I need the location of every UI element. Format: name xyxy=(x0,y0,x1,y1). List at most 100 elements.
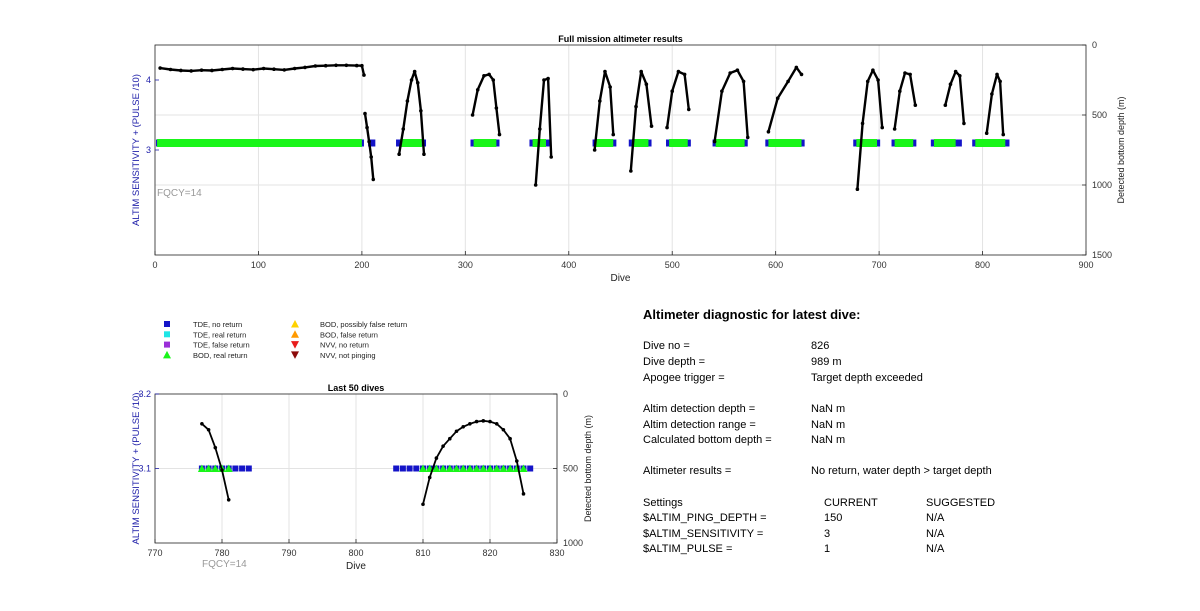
legend-label: BOD, real return xyxy=(193,351,248,360)
diag-row-bottom-depth: Calculated bottom depth = NaN m xyxy=(643,434,1163,448)
bottom-depth-point xyxy=(799,72,804,77)
bottom-depth-point xyxy=(468,422,472,426)
y-right-axis-label: Detected bottom depth (m) xyxy=(583,415,593,522)
bottom-depth-point xyxy=(995,72,999,77)
bottom-depth-point xyxy=(538,127,542,131)
bottom-depth-point xyxy=(363,111,367,116)
bottom-depth-point xyxy=(441,444,445,448)
bottom-depth-point xyxy=(948,82,953,86)
fqcy-annotation: FQCY=14 xyxy=(157,188,202,199)
bod-real-return-marker xyxy=(894,139,914,147)
bottom-depth-line xyxy=(593,70,615,151)
setting-name: $ALTIM_PULSE = xyxy=(643,543,733,555)
bottom-depth-point xyxy=(292,66,297,71)
chart-title: Full mission altimeter results xyxy=(558,34,683,44)
y-right-tick-label: 500 xyxy=(1092,110,1107,120)
bottom-depth-point xyxy=(461,424,466,429)
bottom-depth-point xyxy=(323,63,328,68)
bottom-depth-point xyxy=(365,125,369,130)
setting-current: 1 xyxy=(824,543,831,555)
bottom-depth-point xyxy=(213,445,218,450)
bottom-depth-point xyxy=(913,103,918,107)
bottom-depth-point xyxy=(397,152,401,156)
chart-title: Last 50 dives xyxy=(328,383,385,393)
legend-label: NVV, no return xyxy=(320,341,369,350)
bottom-depth-line xyxy=(856,68,884,190)
legend-label: TDE, false return xyxy=(193,341,250,350)
bottom-depth-point xyxy=(494,422,499,426)
legend-label: NVV, not pinging xyxy=(320,351,376,360)
y-left-tick-label: 3.1 xyxy=(138,464,151,474)
bottom-depth-point xyxy=(682,72,687,77)
legend-marker xyxy=(291,341,299,349)
bottom-depth-point xyxy=(261,66,266,71)
setting-suggested: N/A xyxy=(926,512,945,524)
bottom-depth-point xyxy=(990,92,994,96)
bottom-depth-point xyxy=(189,69,194,73)
bottom-depth-point xyxy=(898,89,902,93)
bottom-depth-point xyxy=(712,139,717,144)
bottom-depth-point xyxy=(611,132,616,137)
bottom-depth-point xyxy=(199,68,204,72)
bod-real-return-marker xyxy=(400,139,422,147)
bottom-depth-point xyxy=(303,65,307,70)
bottom-depth-point xyxy=(421,502,425,507)
bod-real-return-marker xyxy=(975,139,1006,147)
x-tick-label: 400 xyxy=(561,260,576,270)
setting-suggested: N/A xyxy=(926,528,945,540)
y-right-tick-label: 0 xyxy=(563,389,568,399)
bottom-depth-point xyxy=(903,71,907,75)
bod-real-return-marker xyxy=(499,464,508,472)
bod-real-return-marker xyxy=(519,464,528,472)
x-tick-label: 900 xyxy=(1078,260,1093,270)
bottom-depth-point xyxy=(962,121,966,126)
bod-real-return-marker xyxy=(492,464,501,472)
bottom-depth-point xyxy=(313,64,318,68)
bottom-depth-line xyxy=(767,66,803,133)
bottom-depth-line xyxy=(160,64,366,76)
legend-marker xyxy=(164,321,170,327)
bottom-depth-point xyxy=(409,78,414,82)
bottom-depth-point xyxy=(158,66,162,70)
bottom-depth-point xyxy=(226,497,231,502)
y-right-axis-label: Detected bottom depth (m) xyxy=(1116,96,1126,203)
bottom-depth-point xyxy=(665,125,669,130)
bottom-depth-point xyxy=(488,419,492,424)
bottom-depth-point xyxy=(521,492,526,496)
bottom-depth-point xyxy=(494,106,499,110)
y-right-tick-label: 1500 xyxy=(1092,250,1112,260)
bottom-depth-line xyxy=(893,71,917,130)
x-axis-label: Dive xyxy=(610,273,630,284)
bottom-depth-point xyxy=(434,456,439,460)
bod-real-return-marker xyxy=(595,139,614,147)
bod-real-return-marker xyxy=(197,464,206,472)
bottom-depth-line xyxy=(629,70,653,172)
diag-value: No return, water depth > target depth xyxy=(811,465,992,477)
bottom-depth-point xyxy=(334,63,338,68)
bottom-depth-point xyxy=(272,67,276,72)
x-tick-label: 770 xyxy=(147,548,162,558)
bottom-depth-point xyxy=(481,419,486,423)
bottom-depth-point xyxy=(344,63,349,68)
x-tick-label: 700 xyxy=(872,260,887,270)
bod-real-return-marker xyxy=(479,464,488,472)
diag-value: NaN m xyxy=(811,434,846,446)
setting-name: $ALTIM_SENSITIVITY = xyxy=(643,528,764,540)
x-tick-label: 0 xyxy=(152,260,157,270)
bottom-depth-point xyxy=(592,148,597,152)
bod-real-return-marker xyxy=(432,464,441,472)
bottom-depth-point xyxy=(865,79,870,84)
tde-no-return-marker xyxy=(368,139,376,147)
bottom-depth-line xyxy=(665,70,690,128)
x-tick-label: 830 xyxy=(549,548,564,558)
bottom-depth-point xyxy=(741,79,746,84)
legend-label: TDE, real return xyxy=(193,330,246,339)
bottom-depth-point xyxy=(649,124,654,128)
bottom-depth-point xyxy=(491,78,496,82)
bod-real-return-marker xyxy=(856,139,878,147)
y-left-tick-label: 4 xyxy=(146,75,151,85)
bottom-depth-point xyxy=(533,183,538,187)
bottom-depth-point xyxy=(369,155,373,159)
bottom-depth-point xyxy=(422,152,426,156)
